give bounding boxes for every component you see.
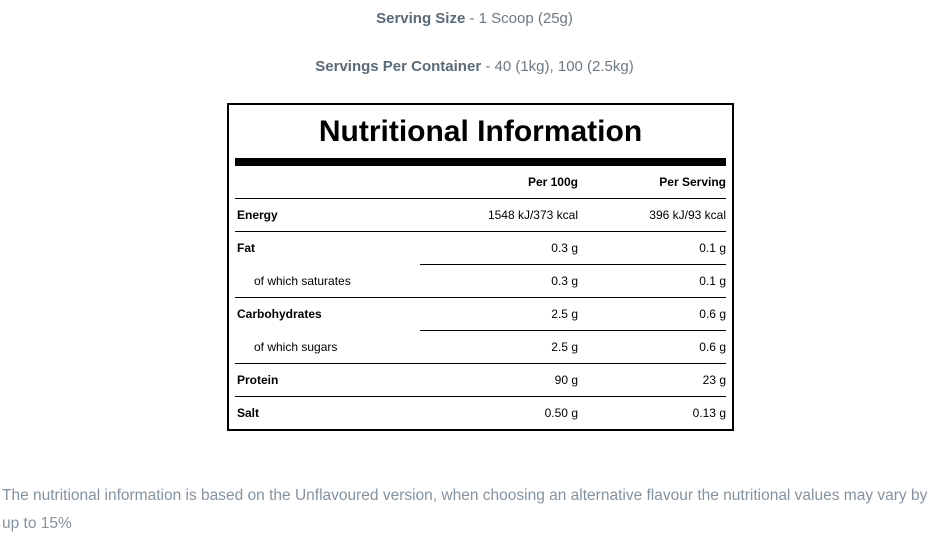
row-per-serving: 396 kJ/93 kcal <box>649 208 726 222</box>
row-divider <box>235 363 726 364</box>
row-per-100g: 90 g <box>554 373 578 387</box>
serving-size-value: - 1 Scoop (25g) <box>469 10 573 27</box>
nutrition-panel: Nutritional Information Per 100g Per Ser… <box>227 103 734 431</box>
row-divider-partial <box>420 330 726 331</box>
row-per-serving: 0.6 g <box>699 340 726 354</box>
row-label: Fat <box>237 241 255 255</box>
row-per-100g: 2.5 g <box>551 307 578 321</box>
row-per-100g: 0.50 g <box>544 406 578 420</box>
row-per-serving: 0.13 g <box>692 406 726 420</box>
servings-per-container-line: Servings Per Container - 40 (1kg), 100 (… <box>0 58 949 75</box>
table-row-saturates: of which saturates 0.3 g 0.1 g <box>235 265 726 297</box>
table-row-salt: Salt 0.50 g 0.13 g <box>235 397 726 429</box>
row-per-serving: 0.6 g <box>699 307 726 321</box>
row-label: Carbohydrates <box>237 307 322 321</box>
column-header-per-100g: Per 100g <box>527 175 578 189</box>
row-label: Protein <box>237 373 279 387</box>
column-header-per-serving: Per Serving <box>659 175 726 189</box>
nutrition-disclaimer: The nutritional information is based on … <box>2 487 928 532</box>
row-per-100g: 0.3 g <box>551 274 578 288</box>
panel-divider-bar <box>235 158 726 166</box>
row-label: of which saturates <box>254 274 351 288</box>
serving-size-line: Serving Size - 1 Scoop (25g) <box>0 10 949 27</box>
nutrition-panel-title: Nutritional Information <box>318 115 643 148</box>
table-row-protein: Protein 90 g 23 g <box>235 364 726 396</box>
table-row-sugars: of which sugars 2.5 g 0.6 g <box>235 331 726 363</box>
table-header-row: Per 100g Per Serving <box>235 166 726 198</box>
row-divider <box>235 396 726 397</box>
row-per-serving: 23 g <box>702 373 726 387</box>
row-label: Energy <box>237 208 278 222</box>
nutrition-table: Per 100g Per Serving Energy 1548 kJ/373 … <box>235 166 726 429</box>
servings-per-container-label: Servings Per Container <box>315 58 482 75</box>
row-per-100g: 2.5 g <box>551 340 578 354</box>
table-row-fat: Fat 0.3 g 0.1 g <box>235 232 726 264</box>
row-divider <box>235 231 726 232</box>
row-per-serving: 0.1 g <box>699 274 726 288</box>
row-per-100g: 0.3 g <box>551 241 578 255</box>
row-per-serving: 0.1 g <box>699 241 726 255</box>
row-divider <box>235 297 726 298</box>
row-label: of which sugars <box>254 340 338 354</box>
row-per-100g: 1548 kJ/373 kcal <box>487 208 578 222</box>
table-row-carbohydrates: Carbohydrates 2.5 g 0.6 g <box>235 298 726 330</box>
row-label: Salt <box>237 406 260 420</box>
row-divider <box>235 198 726 199</box>
serving-size-label: Serving Size <box>376 10 466 27</box>
table-row-energy: Energy 1548 kJ/373 kcal 396 kJ/93 kcal <box>235 199 726 231</box>
row-divider-partial <box>420 264 726 265</box>
servings-per-container-value: - 40 (1kg), 100 (2.5kg) <box>485 58 634 75</box>
